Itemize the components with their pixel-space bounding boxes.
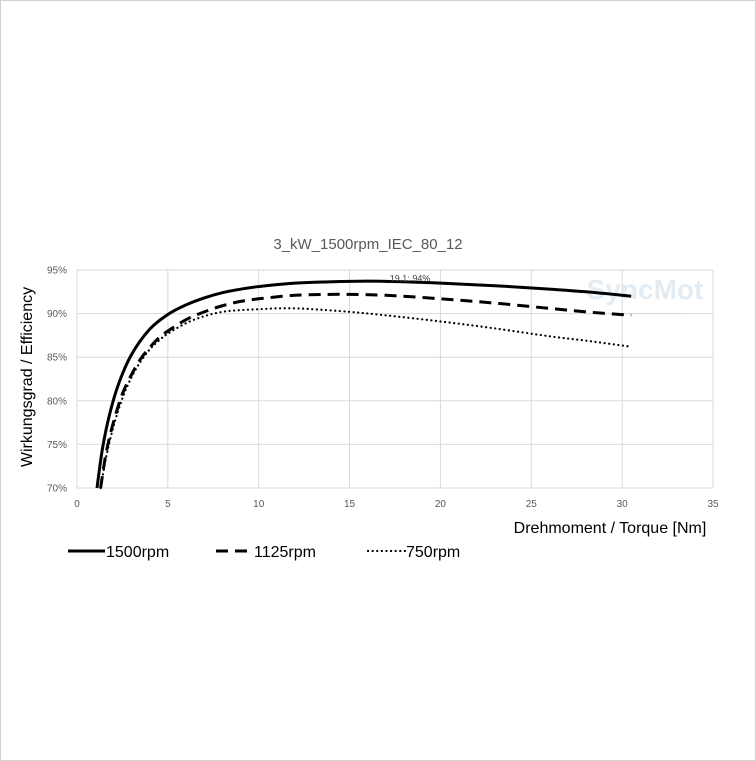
watermark-brand-a: Sync: [587, 274, 654, 305]
chart-title: 3_kW_1500rpm_IEC_80_12: [273, 236, 462, 253]
x-tick-label: 20: [435, 499, 447, 510]
legend-label-1125rpm: 1125rpm: [254, 544, 316, 561]
watermark-logo: SyncMot SYNCHRONOUS ELECTRIC MOTORS: [587, 274, 704, 316]
legend-label-1500rpm: 1500rpm: [106, 544, 169, 561]
x-tick-label: 10: [253, 499, 265, 510]
legend-label-750rpm: 750rpm: [406, 544, 460, 561]
y-tick-label: 75%: [47, 440, 67, 451]
x-tick-label: 0: [74, 499, 80, 510]
x-tick-label: 35: [707, 499, 719, 510]
y-tick-labels: 70% 75% 80% 85% 90% 95%: [47, 266, 67, 495]
y-tick-label: 70%: [47, 484, 67, 495]
series-lines: [95, 279, 633, 490]
x-tick-label: 25: [526, 499, 538, 510]
y-tick-label: 90%: [47, 309, 67, 320]
series-line-1125rpm: [99, 292, 632, 489]
y-tick-label: 80%: [47, 396, 67, 407]
y-axis-label: Wirkungsgrad / Efficiency: [19, 287, 36, 467]
annotation-label: 19,1; 94%: [390, 274, 431, 284]
x-tick-label: 30: [617, 499, 629, 510]
watermark-brand-b: Mot: [654, 274, 704, 305]
gridlines: [76, 269, 714, 489]
x-axis-label: Drehmoment / Torque [Nm]: [514, 520, 707, 537]
y-tick-label: 95%: [47, 266, 67, 277]
watermark-brand: SyncMot: [587, 274, 704, 305]
series-line-750rpm: [99, 307, 633, 490]
x-tick-label: 15: [344, 499, 356, 510]
series-line-1500rpm: [95, 279, 632, 489]
y-tick-label: 85%: [47, 353, 67, 364]
x-tick-labels: 0 5 10 15 20 25 30 35: [74, 499, 719, 510]
legend: 1500rpm 1125rpm 750rpm: [68, 544, 460, 561]
x-tick-label: 5: [165, 499, 171, 510]
